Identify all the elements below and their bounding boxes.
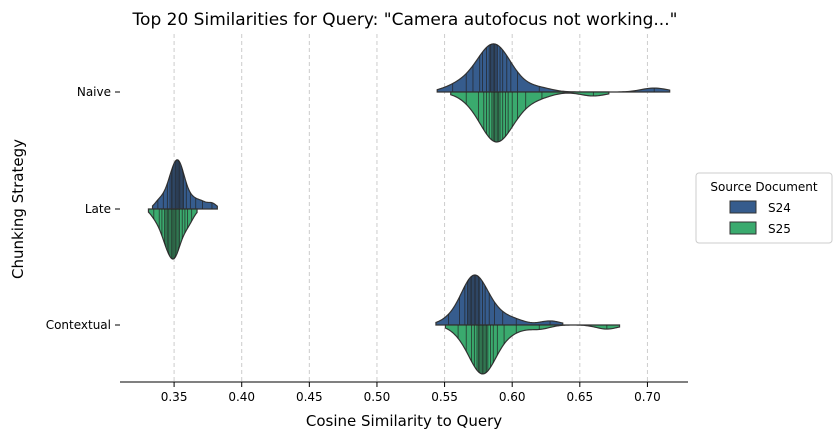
violin-half-s24-late bbox=[151, 159, 218, 210]
x-tick-label: 0.35 bbox=[161, 390, 188, 404]
y-axis-title: Chunking Strategy bbox=[9, 139, 27, 279]
x-tick-label: 0.55 bbox=[431, 390, 458, 404]
violin-half-s24-naive bbox=[436, 43, 671, 93]
x-tick-label: 0.65 bbox=[566, 390, 593, 404]
y-tick-label: Late bbox=[85, 202, 111, 216]
x-tick-label: 0.50 bbox=[364, 390, 391, 404]
y-tick-label: Contextual bbox=[46, 318, 111, 332]
legend-swatch-s24 bbox=[729, 200, 757, 214]
chart-title: Top 20 Similarities for Query: "Camera a… bbox=[132, 10, 678, 30]
x-axis-title: Cosine Similarity to Query bbox=[306, 412, 502, 430]
x-tick-label: 0.70 bbox=[634, 390, 661, 404]
violin-layer bbox=[147, 43, 671, 375]
violin-half-s25-naive bbox=[450, 91, 610, 143]
x-tick-label: 0.45 bbox=[296, 390, 323, 404]
grid-layer bbox=[173, 34, 648, 382]
legend-title: Source Document bbox=[710, 180, 817, 194]
violin-half-s24-contextual bbox=[435, 274, 564, 326]
legend-swatch-s25 bbox=[729, 221, 757, 235]
x-tick-label: 0.60 bbox=[499, 390, 526, 404]
violin-half-s25-contextual bbox=[444, 324, 621, 375]
legend-label-s24: S24 bbox=[768, 201, 791, 215]
y-tick-label: Naive bbox=[77, 85, 111, 99]
x-tick-label: 0.40 bbox=[228, 390, 255, 404]
legend: Source Document S24 S25 bbox=[695, 172, 833, 244]
legend-label-s25: S25 bbox=[768, 222, 791, 236]
axis-layer: 0.35 0.40 0.45 0.50 0.55 0.60 0.65 0.70 Naive Lat… bbox=[46, 85, 688, 404]
